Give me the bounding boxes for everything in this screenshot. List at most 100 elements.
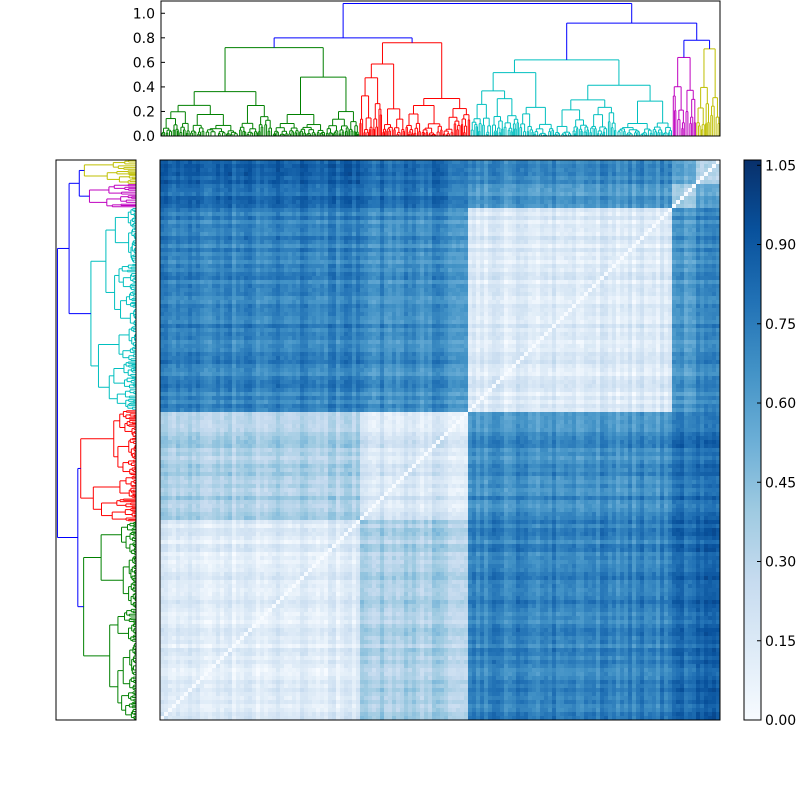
- heatmap-cell: [368, 232, 372, 236]
- heatmap-cell: [552, 228, 556, 232]
- heatmap-cell: [700, 224, 704, 228]
- heatmap-cell: [620, 208, 624, 212]
- heatmap-cell: [292, 180, 296, 184]
- heatmap-cell: [680, 236, 684, 240]
- heatmap-cell: [448, 184, 452, 188]
- heatmap-cell: [396, 220, 400, 224]
- heatmap-cell: [232, 164, 236, 168]
- heatmap-cell: [604, 200, 608, 204]
- heatmap-cell: [608, 224, 612, 228]
- heatmap-cell: [228, 180, 232, 184]
- heatmap-cell: [472, 228, 476, 232]
- heatmap-cell: [664, 196, 668, 200]
- heatmap-cell: [532, 216, 536, 220]
- heatmap-cell: [332, 232, 336, 236]
- heatmap-cell: [244, 184, 248, 188]
- heatmap-cell: [256, 228, 260, 232]
- heatmap-cell: [664, 236, 668, 240]
- heatmap-cell: [380, 200, 384, 204]
- heatmap-cell: [572, 232, 576, 236]
- heatmap-cell: [368, 160, 372, 164]
- heatmap-cell: [616, 200, 620, 204]
- heatmap-cell: [332, 212, 336, 216]
- heatmap-cell: [576, 236, 580, 240]
- heatmap-cell: [272, 228, 276, 232]
- heatmap-cell: [544, 228, 548, 232]
- heatmap-cell: [232, 168, 236, 172]
- heatmap-cell: [652, 164, 656, 168]
- heatmap-cell: [572, 180, 576, 184]
- heatmap-cell: [600, 220, 604, 224]
- heatmap-cell: [528, 172, 532, 176]
- heatmap-cell: [424, 176, 428, 180]
- heatmap-cell: [556, 216, 560, 220]
- heatmap-cell: [508, 192, 512, 196]
- heatmap-cell: [344, 184, 348, 188]
- heatmap-cell: [376, 180, 380, 184]
- heatmap-cell: [420, 180, 424, 184]
- heatmap-cell: [516, 200, 520, 204]
- heatmap-cell: [172, 188, 176, 192]
- heatmap-cell: [456, 204, 460, 208]
- heatmap-cell: [248, 164, 252, 168]
- heatmap-cell: [688, 232, 692, 236]
- heatmap-cell: [436, 160, 440, 164]
- heatmap-cell: [180, 172, 184, 176]
- heatmap-cell: [308, 172, 312, 176]
- heatmap-cell: [232, 196, 236, 200]
- heatmap-cell: [640, 192, 644, 196]
- heatmap-cell: [456, 208, 460, 212]
- heatmap-cell: [444, 164, 448, 168]
- heatmap-cell: [204, 164, 208, 168]
- heatmap-cell: [492, 224, 496, 228]
- heatmap-cell: [204, 196, 208, 200]
- heatmap-cell: [376, 228, 380, 232]
- heatmap-cell: [524, 168, 528, 172]
- heatmap-cell: [220, 160, 224, 164]
- heatmap-cell: [564, 236, 568, 240]
- heatmap-cell: [712, 200, 716, 204]
- heatmap-cell: [252, 220, 256, 224]
- heatmap-cell: [340, 176, 344, 180]
- heatmap-cell: [644, 204, 648, 208]
- heatmap-cell: [348, 216, 352, 220]
- heatmap-cell: [420, 208, 424, 212]
- heatmap-cell: [572, 228, 576, 232]
- heatmap-cell: [600, 200, 604, 204]
- heatmap-cell: [612, 220, 616, 224]
- heatmap-cell: [696, 216, 700, 220]
- heatmap-cell: [220, 192, 224, 196]
- heatmap-cell: [412, 224, 416, 228]
- heatmap-cell: [552, 204, 556, 208]
- heatmap-cell: [260, 180, 264, 184]
- heatmap-cell: [424, 220, 428, 224]
- heatmap-cell: [640, 212, 644, 216]
- heatmap-cell: [224, 168, 228, 172]
- heatmap-cell: [392, 204, 396, 208]
- heatmap-cell: [552, 196, 556, 200]
- heatmap-cell: [280, 180, 284, 184]
- heatmap-cell: [524, 176, 528, 180]
- heatmap-cell: [268, 212, 272, 216]
- heatmap-cell: [556, 176, 560, 180]
- heatmap-cell: [248, 180, 252, 184]
- heatmap-cell: [588, 184, 592, 188]
- heatmap-cell: [524, 236, 528, 240]
- heatmap-cell: [296, 204, 300, 208]
- heatmap-cell: [352, 220, 356, 224]
- heatmap-cell: [188, 216, 192, 220]
- heatmap-cell: [696, 208, 700, 212]
- heatmap-cell: [624, 188, 628, 192]
- heatmap-cell: [560, 228, 564, 232]
- heatmap-cell: [524, 208, 528, 212]
- heatmap-cell: [448, 212, 452, 216]
- heatmap-cell: [472, 220, 476, 224]
- heatmap-cell: [520, 184, 524, 188]
- heatmap-cell: [412, 200, 416, 204]
- heatmap-cell: [548, 176, 552, 180]
- heatmap-cell: [464, 236, 468, 240]
- heatmap-cell: [484, 196, 488, 200]
- heatmap-cell: [676, 220, 680, 224]
- heatmap-cell: [684, 204, 688, 208]
- heatmap-cell: [576, 172, 580, 176]
